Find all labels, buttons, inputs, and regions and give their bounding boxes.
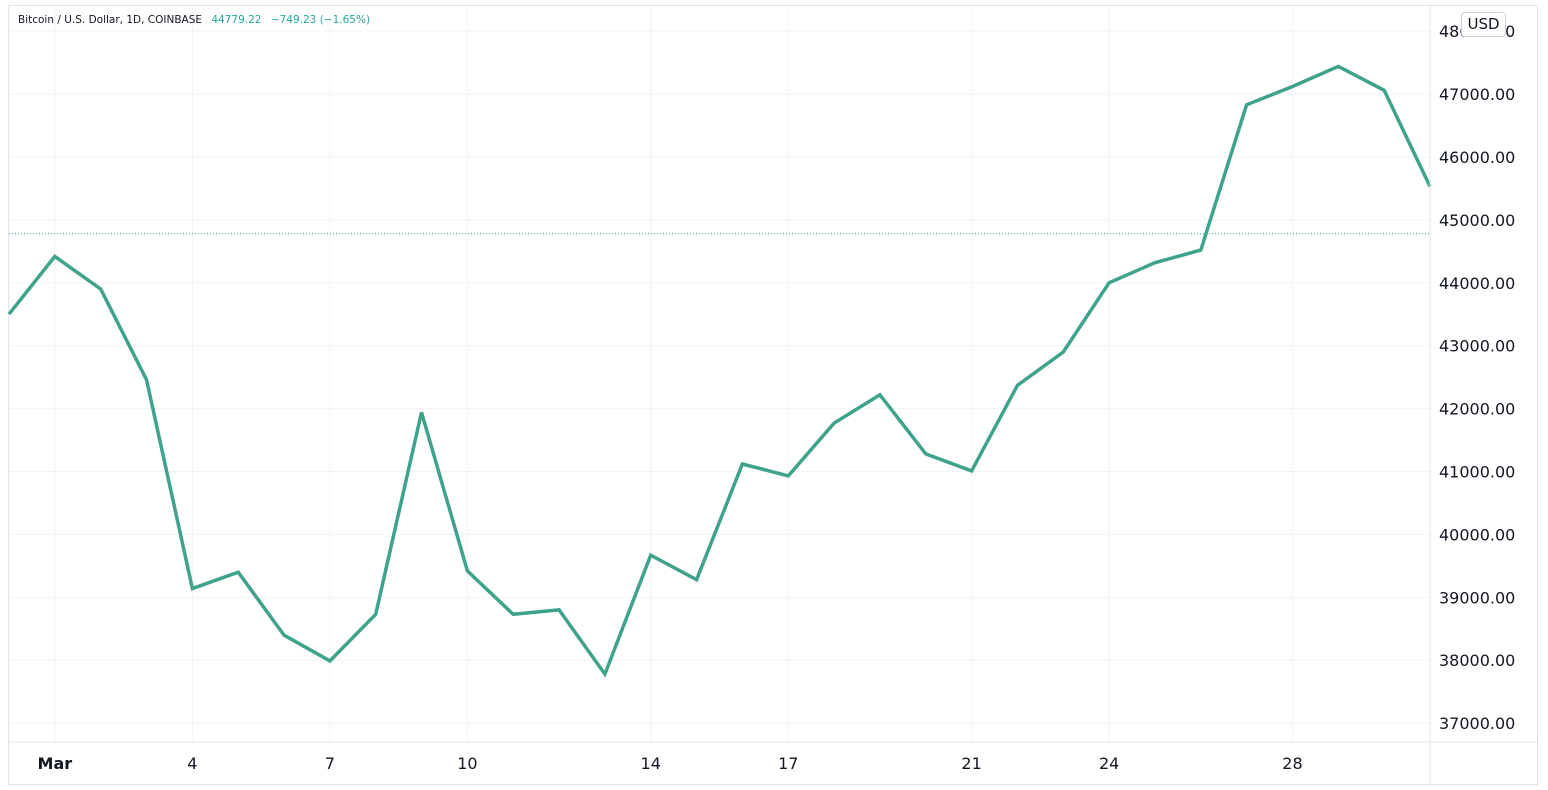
grid-lines	[9, 6, 1430, 742]
price-tick-label: 37000.00	[1439, 714, 1515, 733]
price-change-value: −749.23 (−1.65%)	[270, 14, 371, 26]
time-tick-label: 10	[457, 754, 477, 773]
data-point[interactable]	[1381, 87, 1387, 93]
data-point[interactable]	[464, 568, 470, 574]
last-price-value: 44779.22	[211, 14, 262, 26]
data-point[interactable]	[98, 286, 104, 292]
data-point[interactable]	[6, 311, 12, 317]
price-tick-label: 39000.00	[1439, 588, 1515, 607]
price-tick-label: 44000.00	[1439, 274, 1515, 293]
data-point[interactable]	[785, 473, 791, 479]
price-tick-label: 38000.00	[1439, 651, 1515, 670]
data-points	[6, 63, 1433, 677]
time-tick-label: 28	[1282, 754, 1302, 773]
data-point[interactable]	[831, 420, 837, 426]
data-point[interactable]	[1198, 247, 1204, 253]
data-point[interactable]	[1244, 102, 1250, 108]
data-point[interactable]	[1289, 84, 1295, 90]
price-tick-label: 43000.00	[1439, 337, 1515, 356]
data-point[interactable]	[144, 377, 150, 383]
data-point[interactable]	[327, 658, 333, 664]
symbol-legend[interactable]: Bitcoin / U.S. Dollar, 1D, COINBASE 4477…	[18, 14, 370, 26]
price-tick-label: 47000.00	[1439, 85, 1515, 104]
time-tick-label: Mar	[38, 754, 73, 773]
data-point[interactable]	[969, 468, 975, 474]
price-series-line[interactable]	[7, 64, 1432, 678]
data-point[interactable]	[419, 409, 425, 415]
chart-frame	[8, 5, 1538, 785]
time-tick-label: 24	[1099, 754, 1119, 773]
data-point[interactable]	[1060, 349, 1066, 355]
price-tick-label: 41000.00	[1439, 463, 1515, 482]
data-point[interactable]	[52, 253, 58, 259]
data-point[interactable]	[694, 577, 700, 583]
data-point[interactable]	[510, 611, 516, 617]
data-point[interactable]	[235, 569, 241, 575]
price-axis[interactable]: 48000.0047000.0046000.0045000.0044000.00…	[1439, 22, 1515, 733]
price-tick-label: 42000.00	[1439, 400, 1515, 419]
data-point[interactable]	[648, 552, 654, 558]
time-tick-label: 21	[961, 754, 981, 773]
currency-button[interactable]: USD	[1461, 12, 1506, 37]
data-point[interactable]	[373, 611, 379, 617]
data-point[interactable]	[877, 392, 883, 398]
data-point[interactable]	[1106, 280, 1112, 286]
data-point[interactable]	[281, 632, 287, 638]
data-point[interactable]	[189, 586, 195, 592]
time-tick-label: 17	[778, 754, 798, 773]
time-tick-label: 4	[187, 754, 197, 773]
data-point[interactable]	[1152, 260, 1158, 266]
data-point[interactable]	[1335, 63, 1341, 69]
time-tick-label: 14	[641, 754, 661, 773]
data-point[interactable]	[923, 451, 929, 457]
price-tick-label: 45000.00	[1439, 211, 1515, 230]
time-tick-label: 7	[325, 754, 335, 773]
data-point[interactable]	[602, 671, 608, 677]
data-point[interactable]	[1014, 382, 1020, 388]
data-point[interactable]	[739, 461, 745, 467]
time-axis[interactable]: Mar 4 7 10 14 17 21 24 28	[38, 754, 1303, 773]
symbol-title[interactable]: Bitcoin / U.S. Dollar, 1D, COINBASE	[18, 14, 203, 26]
price-tick-label: 46000.00	[1439, 148, 1515, 167]
price-tick-label: 40000.00	[1439, 525, 1515, 544]
data-point[interactable]	[556, 607, 562, 613]
data-point[interactable]	[1427, 184, 1433, 190]
